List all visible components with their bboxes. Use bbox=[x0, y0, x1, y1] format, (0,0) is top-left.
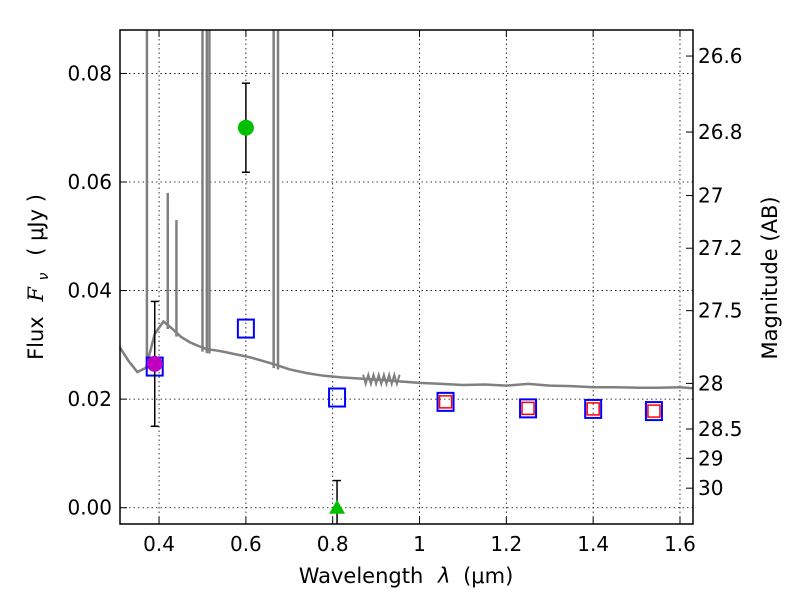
model-photometry-red-square bbox=[647, 404, 661, 418]
plot-frame bbox=[119, 29, 694, 525]
y2-tick-label: 26.6 bbox=[698, 44, 743, 68]
y2-tick-label: 29 bbox=[698, 446, 723, 470]
y2-tick-label: 26.8 bbox=[698, 120, 743, 144]
model-photometry-blue-square bbox=[584, 398, 603, 419]
x-tick-label: 0.6 bbox=[230, 532, 262, 556]
model-photometry-blue-square bbox=[328, 387, 347, 408]
x-axis-label-unit: (μm) bbox=[463, 564, 513, 588]
model-photometry-red-square bbox=[521, 401, 535, 416]
y2-tick-label: 28.5 bbox=[698, 417, 743, 441]
y-axis-label-symbol: F bbox=[24, 286, 48, 303]
y-axis-label-prefix: Flux bbox=[24, 316, 48, 360]
x-axis-label: Wavelength λ (μm) bbox=[299, 564, 514, 588]
y-tick-label: 0.04 bbox=[67, 279, 112, 303]
x-axis-label-prefix: Wavelength bbox=[299, 564, 424, 588]
x-tick-label: 1 bbox=[413, 532, 426, 556]
y-tick-label: 0.06 bbox=[67, 170, 112, 194]
observed-photometry-upper-limit bbox=[329, 499, 346, 514]
y2-tick-label: 27 bbox=[698, 184, 723, 208]
model-photometry-blue-square bbox=[644, 401, 663, 422]
x-tick-label: 0.8 bbox=[317, 532, 349, 556]
plot-data bbox=[118, 30, 694, 524]
x-tick-label: 1.2 bbox=[490, 532, 522, 556]
axis-ticks: 0.4 0.6 0.8 1 1.2 1.4 1.6 0.00 0.02 0.04 0.06 0.08 2… bbox=[67, 30, 743, 556]
grid bbox=[120, 30, 693, 524]
x-tick-label: 0.4 bbox=[143, 532, 175, 556]
model-photometry-blue-square bbox=[236, 318, 255, 339]
y-tick-label: 0.02 bbox=[67, 387, 112, 411]
y-axis-label-unit: ( μJy ) bbox=[24, 194, 48, 256]
model-spectrum-line bbox=[118, 319, 694, 390]
y2-tick-label: 27.2 bbox=[698, 236, 743, 260]
x-tick-label: 1.6 bbox=[664, 532, 696, 556]
x-tick-label: 1.4 bbox=[577, 532, 609, 556]
y-tick-label: 0.00 bbox=[67, 496, 112, 520]
y-tick-label: 0.08 bbox=[67, 61, 112, 85]
y-axis-label: Flux F ν ( μJy ) bbox=[24, 194, 53, 360]
model-photometry-blue-square bbox=[436, 391, 455, 412]
y-axis-label-subscript: ν bbox=[36, 272, 52, 280]
y2-tick-label: 30 bbox=[698, 476, 723, 500]
observed-photometry-point bbox=[146, 355, 163, 372]
model-photometry-blue-square bbox=[519, 398, 538, 419]
x-axis-label-symbol: λ bbox=[437, 564, 450, 588]
model-spectrum-absorption bbox=[362, 371, 401, 388]
y2-axis-label: Magnitude (AB) bbox=[758, 196, 782, 359]
observed-photometry-point bbox=[237, 119, 254, 136]
y2-tick-label: 28 bbox=[698, 371, 723, 395]
y2-tick-label: 27.5 bbox=[698, 299, 743, 323]
model-photometry-red-square bbox=[586, 402, 600, 416]
model-photometry-red-square bbox=[438, 395, 453, 409]
